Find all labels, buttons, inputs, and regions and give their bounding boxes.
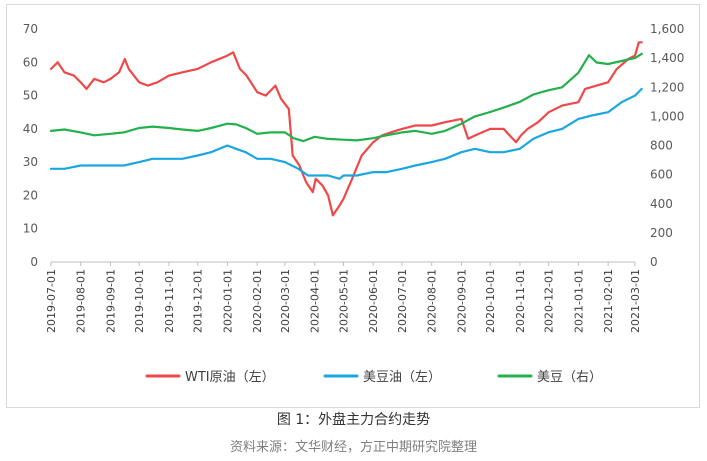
right-tick-label: 1,400 — [650, 51, 684, 65]
x-tick-label: 2020-12-01 — [543, 269, 556, 333]
legend: WTI原油（左） 美豆油（左） 美豆（右） — [145, 370, 602, 385]
left-tick-label: 40 — [23, 122, 38, 136]
left-tick-label: 60 — [23, 55, 38, 69]
x-tick-label: 2019-11-01 — [163, 269, 176, 333]
source-note: 资料来源：文华财经，方正中期研究院整理 — [229, 440, 477, 455]
left-tick-label: 30 — [23, 155, 38, 169]
left-tick-label: 20 — [23, 188, 38, 202]
x-tick-label: 2020-10-01 — [484, 269, 497, 333]
x-tick-label: 2021-02-01 — [602, 269, 615, 333]
x-tick-label: 2021-03-01 — [629, 269, 642, 333]
right-tick-label: 1,600 — [650, 22, 684, 36]
x-tick-label: 2019-07-01 — [45, 269, 58, 333]
x-tick-label: 2020-07-01 — [396, 269, 409, 333]
line-chart: 0 10 20 30 40 50 60 70 0 200 400 600 800 1,000 1,200 1… — [23, 22, 685, 385]
left-tick-label: 10 — [23, 222, 38, 236]
legend-label-2: 美豆油（左） — [363, 370, 441, 385]
x-tick-label: 2019-12-01 — [192, 269, 205, 333]
figure-caption: 图 1：外盘主力合约走势 — [276, 412, 431, 428]
right-tick-label: 200 — [650, 226, 673, 240]
x-tick-label: 2019-09-01 — [104, 269, 117, 333]
x-tick-label: 2019-08-01 — [75, 269, 88, 333]
x-tick-label: 2020-06-01 — [367, 269, 380, 333]
x-tick-label: 2021-01-01 — [572, 269, 585, 333]
left-tick-label: 50 — [23, 89, 38, 103]
x-tick-label: 2020-08-01 — [426, 269, 439, 333]
left-tick-label: 70 — [23, 22, 38, 36]
x-tick-label: 2020-11-01 — [514, 269, 527, 333]
chart-frame: 0 10 20 30 40 50 60 70 0 200 400 600 800 1,000 1,200 1… — [6, 4, 700, 408]
x-tick-label: 2020-02-01 — [251, 269, 264, 333]
right-tick-label: 1,000 — [650, 109, 684, 123]
x-tick-label: 2020-01-01 — [221, 269, 234, 333]
x-tick-label: 2020-09-01 — [455, 269, 468, 333]
right-tick-label: 0 — [650, 255, 658, 269]
right-axis: 0 200 400 600 800 1,000 1,200 1,400 1,600 — [650, 22, 684, 269]
x-tick-label: 2020-04-01 — [309, 269, 322, 333]
series-layer — [49, 41, 643, 217]
left-axis: 0 10 20 30 40 50 60 70 — [23, 22, 38, 269]
legend-label-1: WTI原油（左） — [185, 370, 275, 385]
series-line-2 — [49, 87, 643, 180]
x-tick-label: 2020-05-01 — [337, 269, 350, 333]
x-axis: 2019-07-01 2019-08-01 2019-09-01 2019-10-01… — [45, 262, 642, 333]
x-tick-label: 2020-03-01 — [279, 269, 292, 333]
legend-label-3: 美豆（右） — [537, 370, 602, 385]
left-tick-label: 0 — [30, 255, 38, 269]
x-tick-label: 2019-10-01 — [133, 269, 146, 333]
right-tick-label: 600 — [650, 168, 673, 182]
series-line-3 — [49, 52, 643, 143]
right-tick-label: 1,200 — [650, 80, 684, 94]
right-tick-label: 800 — [650, 139, 673, 153]
right-tick-label: 400 — [650, 197, 673, 211]
series-line-1 — [49, 41, 643, 217]
